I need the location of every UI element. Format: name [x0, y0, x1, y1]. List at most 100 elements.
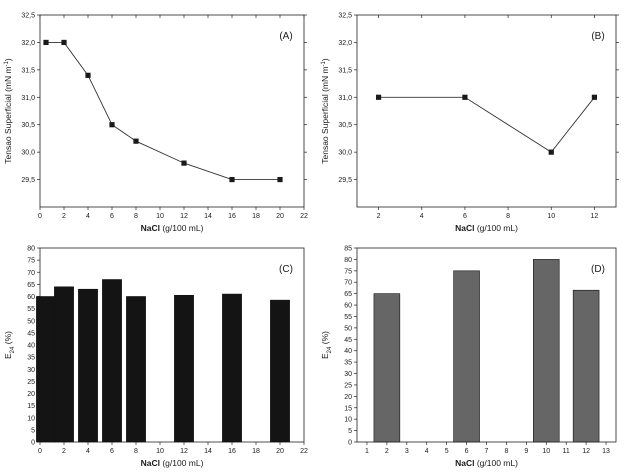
y-tick-label: 35: [27, 355, 35, 362]
y-tick-label: 85: [344, 246, 352, 253]
x-tick-label: 4: [86, 213, 90, 220]
y-axis-label-end: ): [320, 58, 330, 61]
data-point: [61, 39, 67, 46]
bar: [126, 296, 146, 443]
x-tick-label: 8: [504, 448, 508, 455]
y-tick-label: 20: [27, 391, 35, 398]
y-tick-label: 75: [344, 268, 352, 275]
bar: [453, 270, 480, 443]
x-axis-label-unit: (g/100 mL): [474, 223, 518, 233]
y-tick-label: 32,0: [21, 40, 35, 47]
y-tick-label: 5: [31, 427, 35, 434]
y-tick-label: 29,5: [338, 177, 352, 184]
y-tick-label: 15: [344, 405, 352, 412]
y-tick-label: 75: [27, 258, 35, 265]
x-tick-label: 12: [591, 213, 599, 220]
y-tick-label: 32,5: [338, 13, 352, 20]
x-tick-label: 12: [582, 448, 590, 455]
x-tick-label: 4: [420, 213, 424, 220]
data-point: [133, 138, 139, 144]
x-tick-label: 10: [156, 448, 164, 455]
bar: [533, 259, 560, 443]
y-axis-label: E24 (%): [3, 331, 16, 359]
x-axis-label-main: NaCl: [455, 223, 474, 233]
y-tick-label: 30,5: [21, 122, 35, 129]
series-line: [378, 96, 595, 153]
panel-label: (C): [279, 264, 293, 275]
y-axis-label-subscript: 24: [10, 346, 16, 353]
y-axis-label: E24 (%): [320, 331, 333, 359]
x-tick-label: 6: [110, 213, 114, 220]
y-axis-label-end: (%): [3, 331, 13, 347]
data-point: [43, 39, 49, 46]
bar: [54, 286, 74, 443]
x-tick-label: 10: [547, 213, 555, 220]
y-tick-label: 32,0: [338, 40, 352, 47]
x-tick-label: 22: [300, 213, 308, 220]
panel-d-bar-chart: 1 2 3 4 5 6 7 8 9 10 11 12 1305101520253035404550556…: [320, 246, 617, 468]
y-tick-label: 60: [27, 294, 35, 301]
data-point: [277, 176, 283, 183]
data-point: [229, 176, 235, 183]
y-axis-label-text: E: [3, 353, 13, 359]
x-tick-label: 2: [62, 213, 66, 220]
panel-label: (B): [591, 31, 604, 42]
x-tick-label: 8: [134, 448, 138, 455]
panel-b-line-chart: 2 4 6 8 10 12 29,5 30,0 30,5 31,0 31,5 32,0 32,5 NaCl…: [320, 13, 619, 233]
bar: [373, 293, 401, 443]
x-tick-label: 6: [110, 448, 114, 455]
x-tick-label: 5: [445, 448, 449, 455]
y-tick-label: 30: [27, 367, 35, 374]
x-axis-label: NaCl (g/100 mL): [141, 223, 204, 233]
x-tick-label: 12: [180, 448, 188, 455]
x-tick-label: 12: [180, 213, 188, 220]
bar: [174, 294, 194, 443]
y-tick-label: 45: [344, 337, 352, 344]
y-tick-label: 31,0: [21, 95, 35, 102]
y-tick-label: 25: [27, 379, 35, 386]
y-tick-label: 40: [344, 348, 352, 355]
y-axis-label: Tensao Superficial (mN m-1): [320, 58, 330, 164]
y-axis-label-superscript: -1: [4, 60, 10, 66]
x-axis-label: NaCl (g/100 mL): [455, 458, 518, 468]
y-tick-label: 80: [27, 246, 35, 253]
y-tick-label: 60: [344, 303, 352, 310]
x-tick-label: 2: [377, 213, 381, 220]
x-tick-label: 4: [425, 448, 429, 455]
x-tick-label: 2: [385, 448, 389, 455]
plot-frame: [39, 14, 305, 208]
x-tick-label: 9: [524, 448, 528, 455]
y-tick-label: 50: [344, 325, 352, 332]
y-axis-label: Tensao Superficial (mN m-1): [3, 58, 13, 164]
x-axis-label-main: NaCl: [141, 458, 160, 468]
y-tick-label: 45: [27, 330, 35, 337]
x-axis-label-unit: (g/100 mL): [474, 458, 518, 468]
x-tick-label: 6: [465, 448, 469, 455]
y-tick-label: 50: [27, 318, 35, 325]
x-axis-label-unit: (g/100 mL): [160, 223, 204, 233]
bar: [222, 293, 242, 443]
x-tick-label: 2: [62, 448, 66, 455]
x-axis-label-main: NaCl: [141, 223, 160, 233]
bar: [102, 279, 122, 443]
y-axis-label-text: Tensao Superficial (mN m: [320, 66, 330, 163]
panel-c-bar-chart: 0 2 4 6 8 10 12 14 16 18 20 22051015202530354045505…: [3, 246, 308, 469]
x-tick-label: 20: [276, 448, 284, 455]
data-point: [85, 72, 91, 78]
y-tick-label: 65: [344, 291, 352, 298]
x-tick-label: 10: [156, 213, 164, 220]
x-tick-label: 14: [204, 448, 212, 455]
bar: [78, 288, 98, 443]
data-point: [462, 94, 468, 100]
x-axis-label: NaCl (g/100 mL): [141, 458, 204, 468]
x-tick-label: 16: [228, 213, 236, 220]
y-tick-label: 55: [344, 314, 352, 321]
y-axis-label-superscript: -1: [321, 60, 327, 66]
y-tick-label: 30,5: [338, 122, 352, 129]
x-tick-label: 11: [563, 448, 570, 455]
bar: [36, 296, 56, 443]
x-tick-label: 18: [252, 448, 260, 455]
y-tick-label: 32,5: [21, 13, 35, 20]
x-tick-label: 10: [542, 448, 550, 455]
y-tick-label: 20: [344, 394, 352, 401]
